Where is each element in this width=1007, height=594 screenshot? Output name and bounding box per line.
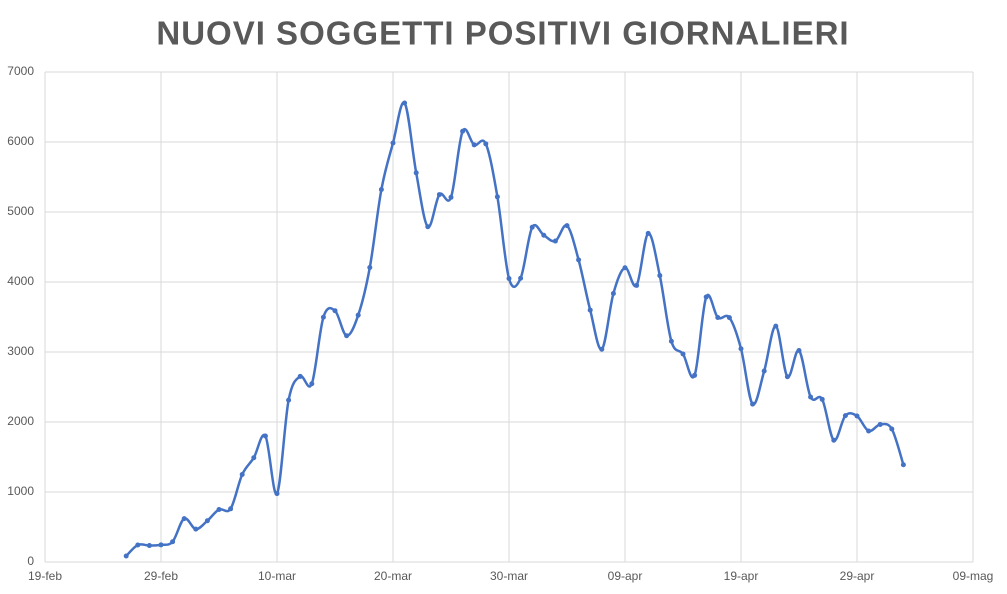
- data-point: [123, 553, 129, 559]
- data-point: [900, 462, 906, 468]
- data-point: [448, 194, 454, 200]
- y-tick-label: 3000: [7, 344, 34, 358]
- y-tick-label: 6000: [7, 134, 34, 148]
- data-point: [436, 192, 442, 198]
- data-point: [622, 265, 628, 271]
- data-point: [170, 539, 176, 545]
- chart-title: NUOVI SOGGETTI POSITIVI GIORNALIERI: [156, 15, 849, 52]
- data-point: [668, 338, 674, 344]
- data-point: [483, 141, 489, 147]
- data-point: [645, 230, 651, 236]
- data-point: [135, 542, 141, 548]
- data-point: [367, 265, 373, 271]
- data-point: [309, 381, 315, 387]
- data-point: [576, 257, 582, 263]
- data-point: [239, 472, 245, 477]
- data-point: [796, 348, 802, 354]
- data-point: [471, 142, 477, 148]
- data-point: [552, 238, 558, 244]
- data-point: [541, 232, 547, 238]
- data-point: [413, 170, 419, 176]
- data-point: [564, 223, 570, 229]
- data-point: [193, 526, 199, 532]
- data-point: [460, 128, 466, 134]
- data-point: [297, 373, 303, 379]
- x-tick-label: 19-apr: [724, 569, 759, 583]
- data-point: [726, 315, 732, 321]
- x-tick-label: 19-feb: [28, 569, 62, 583]
- data-point: [692, 372, 698, 378]
- data-point: [866, 428, 872, 434]
- data-point: [877, 421, 883, 427]
- data-line: [125, 101, 905, 557]
- data-point: [715, 314, 721, 320]
- x-tick-label: 20-mar: [374, 569, 412, 583]
- data-point: [425, 224, 431, 230]
- data-point: [286, 397, 292, 403]
- data-point: [761, 368, 767, 374]
- data-point: [831, 437, 837, 443]
- data-point: [808, 394, 814, 400]
- data-point: [494, 194, 500, 200]
- data-point: [599, 346, 605, 352]
- x-tick-label: 29-feb: [144, 569, 178, 583]
- data-point: [842, 413, 848, 419]
- data-point: [657, 273, 663, 279]
- x-tick-label: 09-mag: [953, 569, 994, 583]
- x-tick-label: 10-mar: [258, 569, 296, 583]
- x-tick-label: 09-apr: [608, 569, 643, 583]
- data-point: [750, 401, 756, 407]
- data-point: [158, 542, 164, 548]
- y-tick-label: 7000: [7, 64, 34, 78]
- data-point: [344, 333, 350, 339]
- data-point: [332, 308, 338, 314]
- data-point: [378, 186, 384, 192]
- y-tick-label: 4000: [7, 274, 34, 288]
- data-point: [703, 294, 709, 300]
- data-point: [228, 506, 234, 512]
- data-point: [146, 543, 152, 549]
- data-point: [204, 518, 210, 524]
- data-point: [529, 224, 535, 230]
- y-tick-label: 0: [27, 554, 34, 568]
- data-point: [738, 346, 744, 352]
- data-point: [251, 455, 257, 461]
- data-point: [889, 426, 895, 432]
- data-point: [819, 396, 825, 402]
- data-point: [390, 140, 396, 146]
- data-point: [680, 351, 686, 357]
- data-point: [274, 491, 280, 497]
- data-point: [402, 100, 408, 106]
- y-tick-label: 1000: [7, 484, 34, 498]
- y-tick-label: 5000: [7, 204, 34, 218]
- data-point: [262, 433, 268, 439]
- data-point: [355, 312, 361, 318]
- x-tick-label: 29-apr: [840, 569, 875, 583]
- data-point: [181, 516, 187, 522]
- data-point: [216, 507, 222, 512]
- x-tick-label: 30-mar: [490, 569, 528, 583]
- y-tick-label: 2000: [7, 414, 34, 428]
- data-point: [773, 323, 779, 329]
- data-point: [634, 282, 640, 288]
- data-point: [854, 413, 860, 419]
- data-point: [320, 314, 326, 320]
- data-point: [784, 374, 790, 380]
- data-point: [610, 290, 616, 296]
- data-point: [506, 276, 512, 281]
- data-point: [518, 275, 524, 281]
- data-point: [587, 307, 593, 313]
